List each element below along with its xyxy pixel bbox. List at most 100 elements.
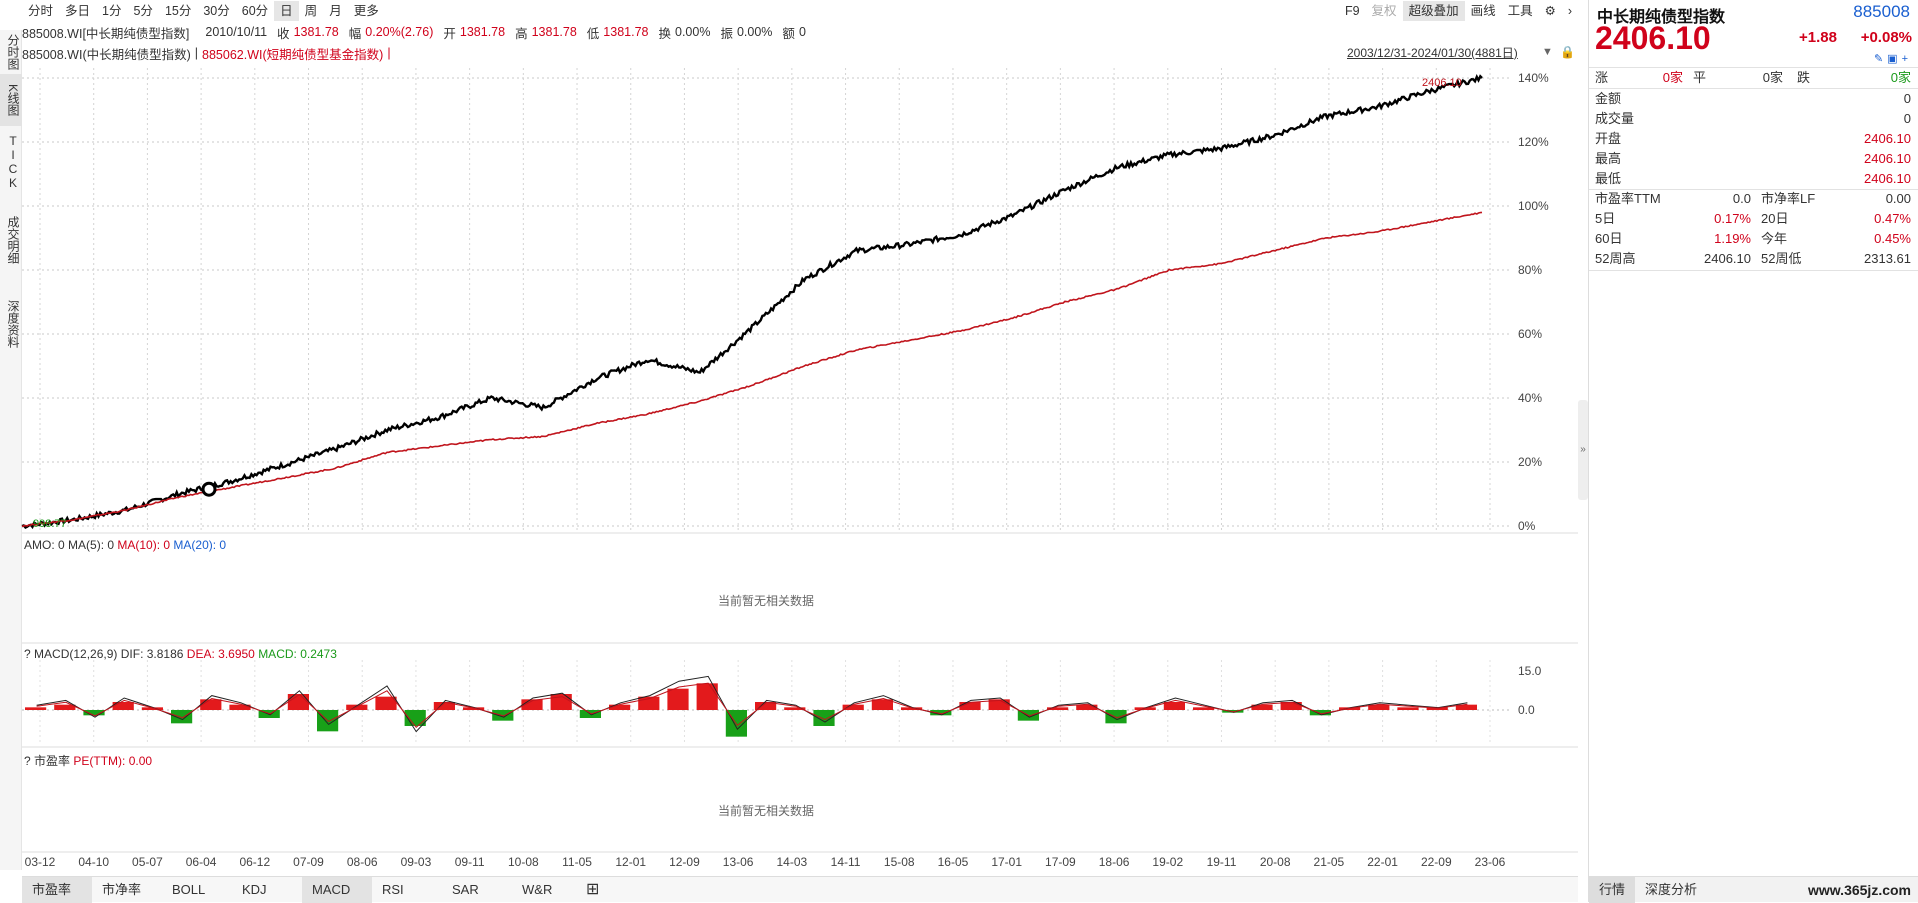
- y-tick-label: 80%: [1518, 263, 1542, 277]
- quote-row-52w: 52周高 2406.10 52周低 2313.61: [1595, 249, 1911, 269]
- x-tick-label: 23-06: [1475, 855, 1506, 869]
- macd-hist-bar: [755, 702, 777, 710]
- x-tick-label: 14-03: [777, 855, 808, 869]
- w52l-label: 52周低: [1761, 251, 1802, 266]
- period-30min[interactable]: 30分: [203, 4, 230, 18]
- legend-main-series[interactable]: 885008.WI(中长期纯债型指数): [22, 47, 191, 62]
- period-intraday[interactable]: 分时: [28, 4, 54, 18]
- tab-quote[interactable]: 行情: [1589, 876, 1636, 903]
- tools-button[interactable]: 工具: [1507, 4, 1533, 18]
- x-tick-label: 04-10: [78, 855, 109, 869]
- collapse-panel-chevron-icon[interactable]: »: [1578, 400, 1588, 500]
- macd-hist-bar: [930, 710, 952, 716]
- period-day[interactable]: 日: [274, 1, 299, 21]
- period-60min[interactable]: 60分: [241, 4, 269, 18]
- chart-canvas[interactable]: 2406.10 998.77 140% 120% 100% 80% 60% 40% 20% 0%…: [0, 0, 1588, 876]
- period-5min[interactable]: 5分: [133, 4, 153, 18]
- legend-overlay-series[interactable]: 885062.WI(短期纯债型基金指数): [202, 47, 384, 62]
- x-tick-label: 22-01: [1367, 855, 1398, 869]
- tab-macd[interactable]: MACD: [302, 876, 372, 903]
- quote-row-low: 最低 2406.10: [1595, 169, 1911, 189]
- lock-icon[interactable]: 🔒: [1560, 45, 1575, 59]
- main-chart-grid: [22, 68, 1512, 530]
- macd-hist-bar: [1105, 710, 1127, 724]
- tab-wr[interactable]: W&R: [522, 881, 553, 897]
- macd-dif-line: [36, 675, 1468, 733]
- quote-code[interactable]: 885008: [1853, 2, 1910, 21]
- rail-intraday[interactable]: 分时图: [6, 34, 20, 70]
- macd-dea: DEA: 3.6950: [186, 647, 255, 661]
- macd-title[interactable]: MACD(12,26,9): [34, 647, 118, 661]
- macd-hist-bar: [1163, 702, 1185, 710]
- chevron-right-icon[interactable]: ›: [1567, 4, 1572, 18]
- rail-trade-detail[interactable]: 成交明细: [6, 216, 20, 264]
- macd-hist-bar: [433, 702, 455, 710]
- rise-label: 涨: [1595, 70, 1609, 85]
- amount-value: 0: [1903, 91, 1911, 106]
- super-overlay-button[interactable]: 超级叠加: [1402, 1, 1465, 21]
- flat-count: 0家: [1762, 70, 1783, 85]
- series-line-2: [21, 211, 1483, 528]
- toolbar-right: F9 复权 超级叠加 画线 工具 ⚙ ›: [1339, 0, 1578, 22]
- ytd-label: 今年: [1761, 231, 1788, 246]
- add-tab-plus-icon[interactable]: ⊞: [586, 880, 600, 898]
- tab-pb[interactable]: 市净率: [102, 881, 142, 897]
- d60-value: 1.19%: [1714, 231, 1751, 246]
- x-tick-label: 15-08: [884, 855, 915, 869]
- info-turnover: 0.00%: [675, 25, 711, 39]
- dropdown-triangle-icon[interactable]: ▼: [1542, 46, 1553, 58]
- info-amount-label: 额: [782, 26, 795, 41]
- macd-hist-bar: [871, 699, 893, 710]
- f9-button[interactable]: F9: [1344, 4, 1360, 18]
- macd-hist-bar: [1309, 710, 1331, 716]
- settings-gear-icon[interactable]: ⚙: [1544, 4, 1556, 18]
- w52h-value: 2406.10: [1704, 251, 1751, 266]
- period-multi-day[interactable]: 多日: [65, 4, 91, 18]
- quote-change: +1.88: [1799, 29, 1837, 46]
- macd-hist-bar: [229, 704, 251, 710]
- period-week[interactable]: 周: [304, 4, 318, 18]
- flat-label: 平: [1693, 70, 1707, 85]
- left-view-rail: 分时图 K线图 TICK 成交明细 深度资料: [0, 30, 22, 870]
- pencil-icon[interactable]: ✎: [1873, 53, 1888, 65]
- plus-icon[interactable]: +: [1901, 53, 1912, 65]
- tab-depth-analysis[interactable]: 深度分析: [1645, 881, 1698, 897]
- date-range-label[interactable]: 2003/12/31-2024/01/30(4881日): [1347, 46, 1518, 60]
- macd-hist-bar: [375, 696, 397, 710]
- tab-boll[interactable]: BOLL: [172, 881, 206, 897]
- series-line-1: [21, 74, 1483, 530]
- x-tick-label: 17-01: [991, 855, 1022, 869]
- macd-y-tick: 0.0: [1518, 703, 1535, 717]
- x-tick-label: 19-02: [1152, 855, 1183, 869]
- macd-hist-bar: [54, 704, 76, 710]
- tab-kdj[interactable]: KDJ: [242, 881, 267, 897]
- pe-ttm-value: 0.0: [1732, 191, 1751, 206]
- tab-pe[interactable]: 市盈率: [22, 876, 92, 903]
- tab-sar[interactable]: SAR: [452, 881, 479, 897]
- macd-hist-bar: [346, 704, 368, 710]
- pe-help-icon[interactable]: ?: [24, 754, 31, 768]
- pe-title[interactable]: 市盈率: [34, 754, 71, 768]
- period-month[interactable]: 月: [329, 4, 342, 18]
- macd-help-icon[interactable]: ?: [24, 647, 31, 661]
- period-more[interactable]: 更多: [353, 4, 379, 18]
- period-1min[interactable]: 1分: [102, 4, 122, 18]
- amo-value: AMO: 0: [24, 538, 65, 552]
- d5-label: 5日: [1595, 211, 1616, 226]
- adjust-button[interactable]: 复权: [1371, 4, 1397, 18]
- pb-lf-value: 0.00: [1885, 191, 1911, 206]
- rail-tick[interactable]: TICK: [6, 134, 20, 190]
- macd-hist-bar: [521, 699, 543, 710]
- draw-line-button[interactable]: 画线: [1470, 4, 1496, 18]
- macd-hist-bar: [83, 710, 105, 716]
- rail-depth-data[interactable]: 深度资料: [6, 300, 20, 348]
- y-tick-label: 120%: [1518, 135, 1549, 149]
- x-tick-label: 14-11: [831, 855, 861, 869]
- bookmark-icon[interactable]: ▣: [1887, 53, 1902, 65]
- x-tick-label: 12-09: [669, 855, 700, 869]
- tab-rsi[interactable]: RSI: [382, 881, 404, 897]
- rail-kline[interactable]: K线图: [0, 74, 22, 126]
- pe-legend: ? 市盈率 PE(TTM): 0.00: [24, 752, 152, 769]
- period-15min[interactable]: 15分: [164, 4, 192, 18]
- info-low: 1381.78: [603, 25, 649, 39]
